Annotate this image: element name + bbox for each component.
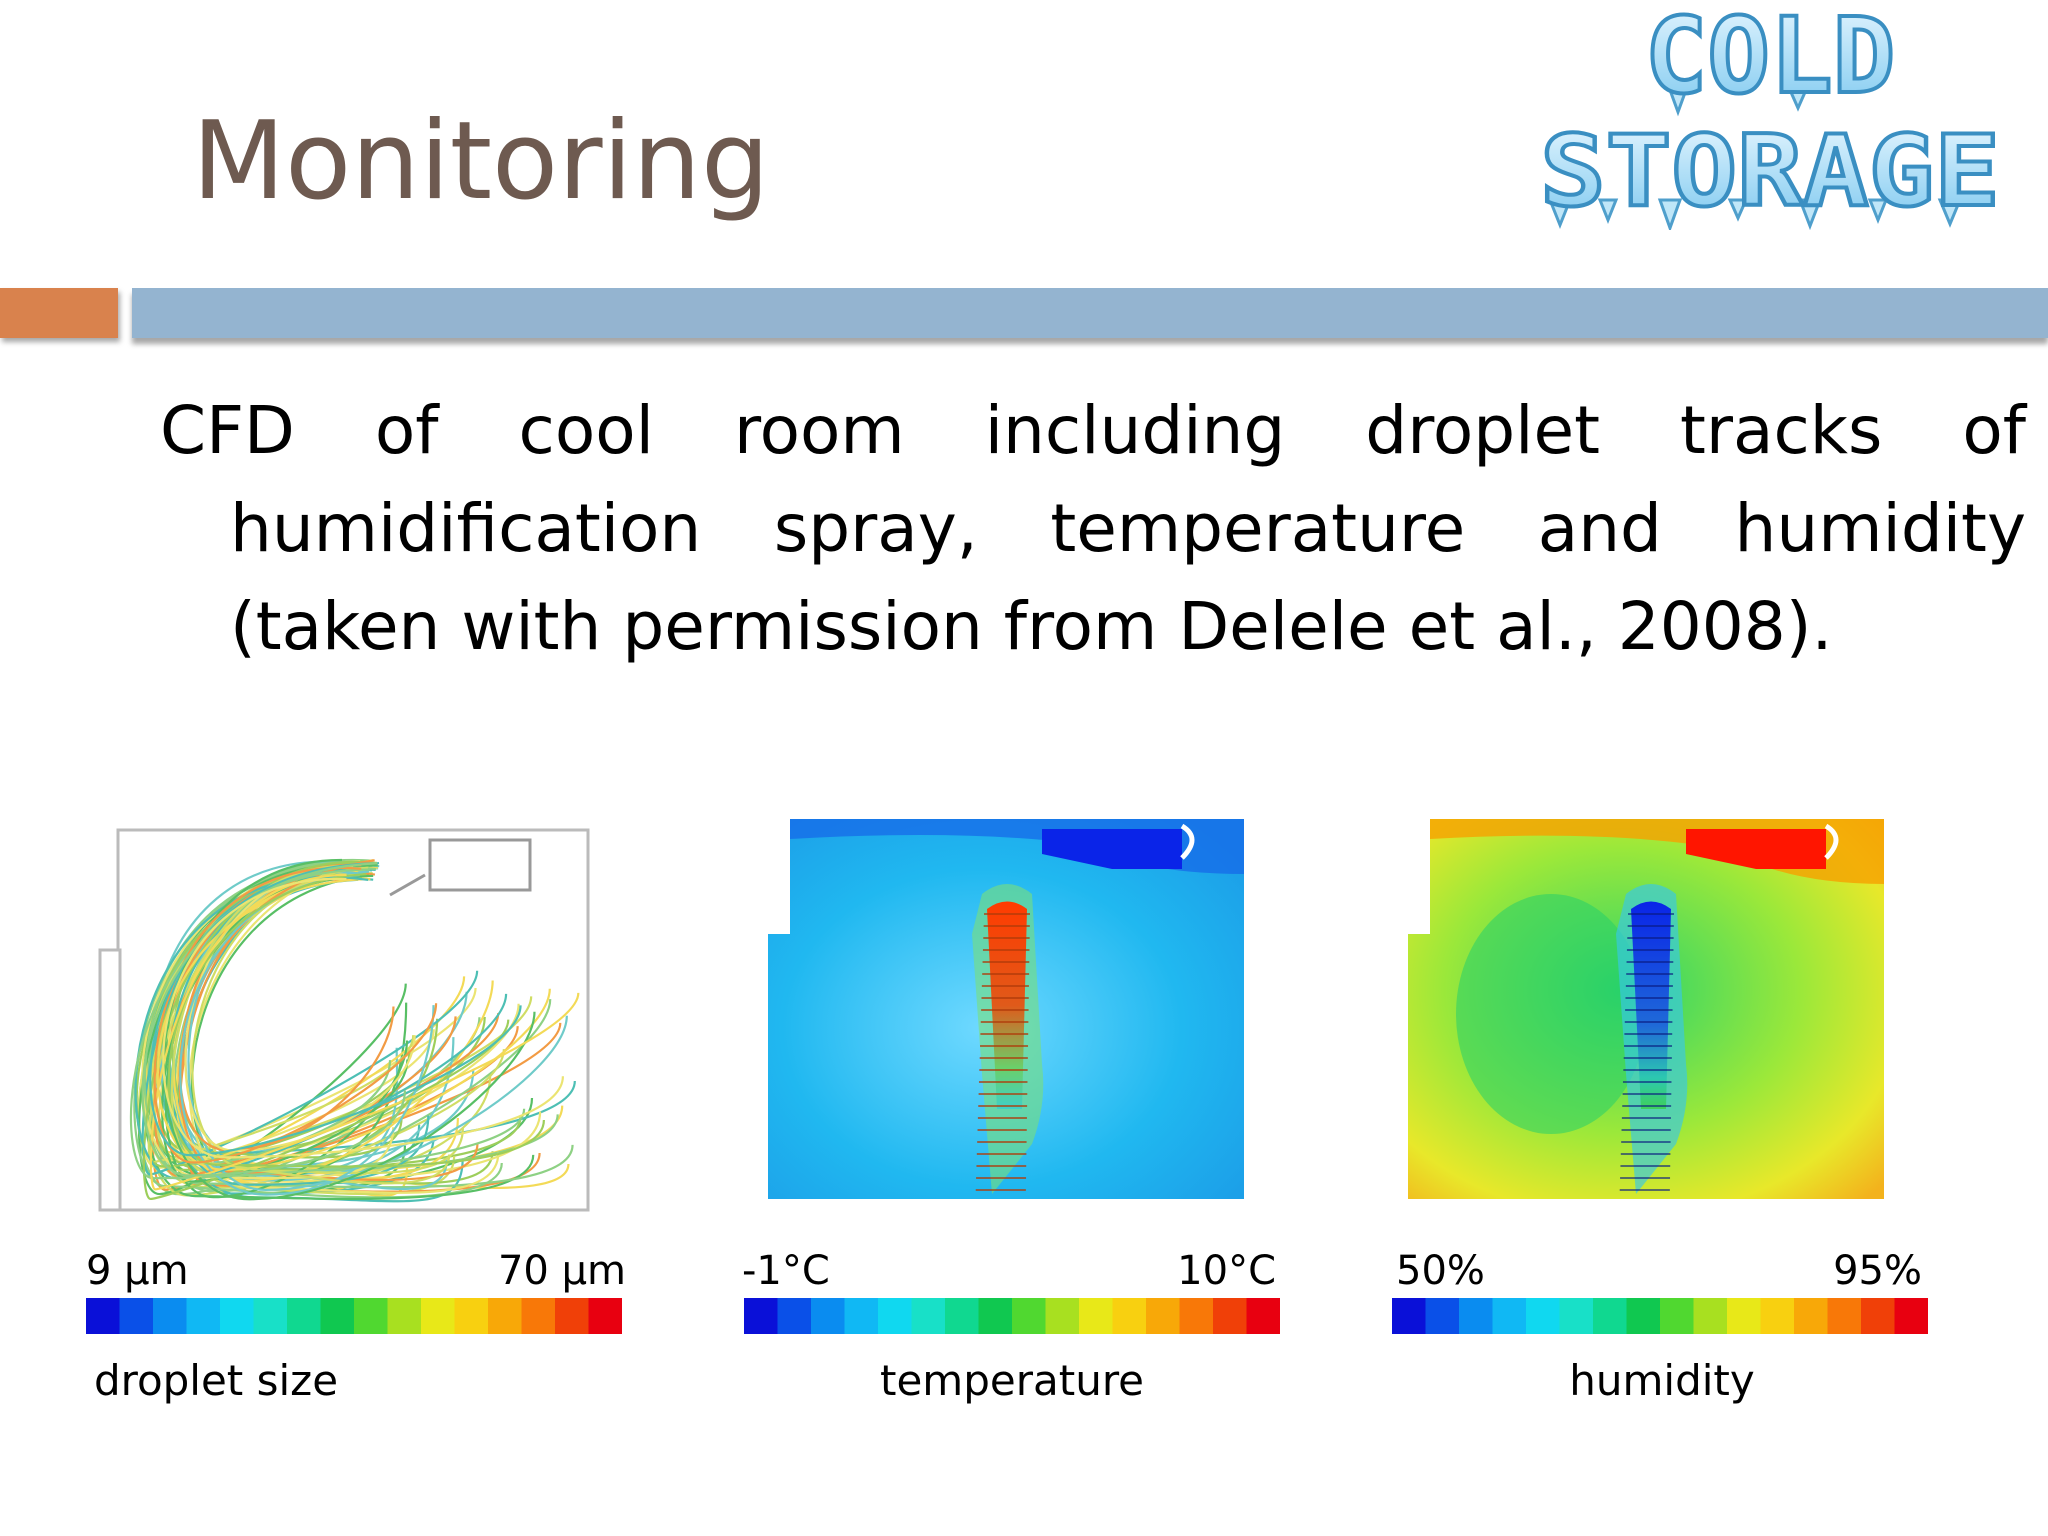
color-bar-segment xyxy=(1593,1298,1627,1334)
color-bar-segment xyxy=(1045,1298,1080,1334)
droplet-scale-max: 70 µm xyxy=(497,1248,626,1294)
accent-bar-blue xyxy=(132,288,2048,338)
droplet-track xyxy=(149,873,580,1191)
color-bar-segment xyxy=(1526,1298,1560,1334)
temperature-panel xyxy=(762,814,1252,1214)
droplet-track xyxy=(162,877,564,1159)
color-bar-segment xyxy=(186,1298,221,1334)
color-bar-segment xyxy=(1760,1298,1795,1334)
color-bar-segment xyxy=(811,1298,845,1334)
color-bar-segment xyxy=(1012,1298,1046,1334)
color-bar-segment xyxy=(521,1298,556,1334)
slide-body-text: CFD of cool room including droplet track… xyxy=(160,392,2026,665)
droplet-scale-caption: droplet size xyxy=(93,1356,339,1405)
droplet-track xyxy=(153,866,438,1164)
color-bar-segment xyxy=(978,1298,1013,1334)
slide-title: Monitoring xyxy=(192,99,770,224)
color-bar-segment xyxy=(86,1298,120,1334)
humidity-color-bar xyxy=(1392,1298,1928,1334)
color-bar-segment xyxy=(1146,1298,1180,1334)
color-bar-segment xyxy=(1827,1298,1862,1334)
humidity-scale-min: 50% xyxy=(1396,1248,1485,1294)
color-bar-segment xyxy=(488,1298,522,1334)
droplet-scale-min: 9 µm xyxy=(86,1248,189,1294)
color-bar-segment xyxy=(1425,1298,1460,1334)
droplet-color-bar xyxy=(86,1298,622,1334)
droplet-tracks-image xyxy=(98,828,590,1212)
color-bar-segment xyxy=(387,1298,422,1334)
color-bar-segment xyxy=(1693,1298,1728,1334)
humidity-scale: 50% 95% humidity xyxy=(1392,1248,1932,1418)
color-bar-segment xyxy=(1112,1298,1147,1334)
color-bar-segment xyxy=(1079,1298,1113,1334)
color-bar-segment xyxy=(1492,1298,1527,1334)
droplet-size-panel xyxy=(90,820,610,1220)
droplet-track xyxy=(179,874,435,1196)
color-bar-segment xyxy=(588,1298,622,1334)
color-bar-segment xyxy=(1861,1298,1895,1334)
color-bar-segment xyxy=(220,1298,254,1334)
color-bar-segment xyxy=(119,1298,154,1334)
humidity-scale-caption: humidity xyxy=(1569,1356,1755,1405)
cold-storage-logo: COLD STORAGE xyxy=(1538,0,2002,230)
color-bar-segment xyxy=(320,1298,355,1334)
color-bar-segment xyxy=(1559,1298,1594,1334)
humidity-panel xyxy=(1406,814,1896,1214)
color-bar-segment xyxy=(1626,1298,1661,1334)
temperature-scale-min: -1°C xyxy=(742,1248,830,1294)
color-bar-segment xyxy=(454,1298,489,1334)
color-bar-segment xyxy=(1179,1298,1214,1334)
humidity-field-image xyxy=(1408,819,1884,1199)
color-bar-segment xyxy=(1660,1298,1694,1334)
color-bar-segment xyxy=(1727,1298,1761,1334)
color-bar-segment xyxy=(253,1298,288,1334)
color-bar-segment xyxy=(777,1298,812,1334)
color-bar-segment xyxy=(844,1298,879,1334)
droplet-track xyxy=(134,876,508,1180)
droplet-track xyxy=(170,864,451,1185)
color-bar-segment xyxy=(1246,1298,1280,1334)
humidity-scale-max: 95% xyxy=(1833,1248,1922,1294)
temperature-color-bar xyxy=(744,1298,1280,1334)
color-bar-segment xyxy=(287,1298,321,1334)
color-bar-segment xyxy=(1459,1298,1493,1334)
color-bar-segment xyxy=(744,1298,778,1334)
color-bar-segment xyxy=(1213,1298,1247,1334)
color-bar-segment xyxy=(354,1298,388,1334)
color-bar-segment xyxy=(555,1298,589,1334)
droplet-track xyxy=(129,868,526,1180)
temperature-scale-max: 10°C xyxy=(1177,1248,1276,1294)
color-bar-segment xyxy=(911,1298,946,1334)
color-bar-segment xyxy=(1794,1298,1828,1334)
droplet-size-scale: 9 µm 70 µm droplet size xyxy=(86,1248,626,1418)
logo-word-storage: STORAGE xyxy=(1540,115,2000,229)
color-bar-segment xyxy=(1392,1298,1426,1334)
color-bar-segment xyxy=(153,1298,187,1334)
droplet-track xyxy=(188,858,500,1194)
color-bar-segment xyxy=(1894,1298,1928,1334)
temperature-field-image xyxy=(768,819,1244,1199)
logo-icicles xyxy=(1547,88,1963,230)
logo-word-cold: COLD xyxy=(1645,0,1895,117)
temperature-scale: -1°C 10°C temperature xyxy=(742,1248,1282,1418)
color-bar-segment xyxy=(421,1298,455,1334)
temperature-scale-caption: temperature xyxy=(880,1356,1144,1405)
accent-bar-orange xyxy=(0,288,118,338)
color-bar-segment xyxy=(945,1298,979,1334)
color-bar-segment xyxy=(878,1298,912,1334)
